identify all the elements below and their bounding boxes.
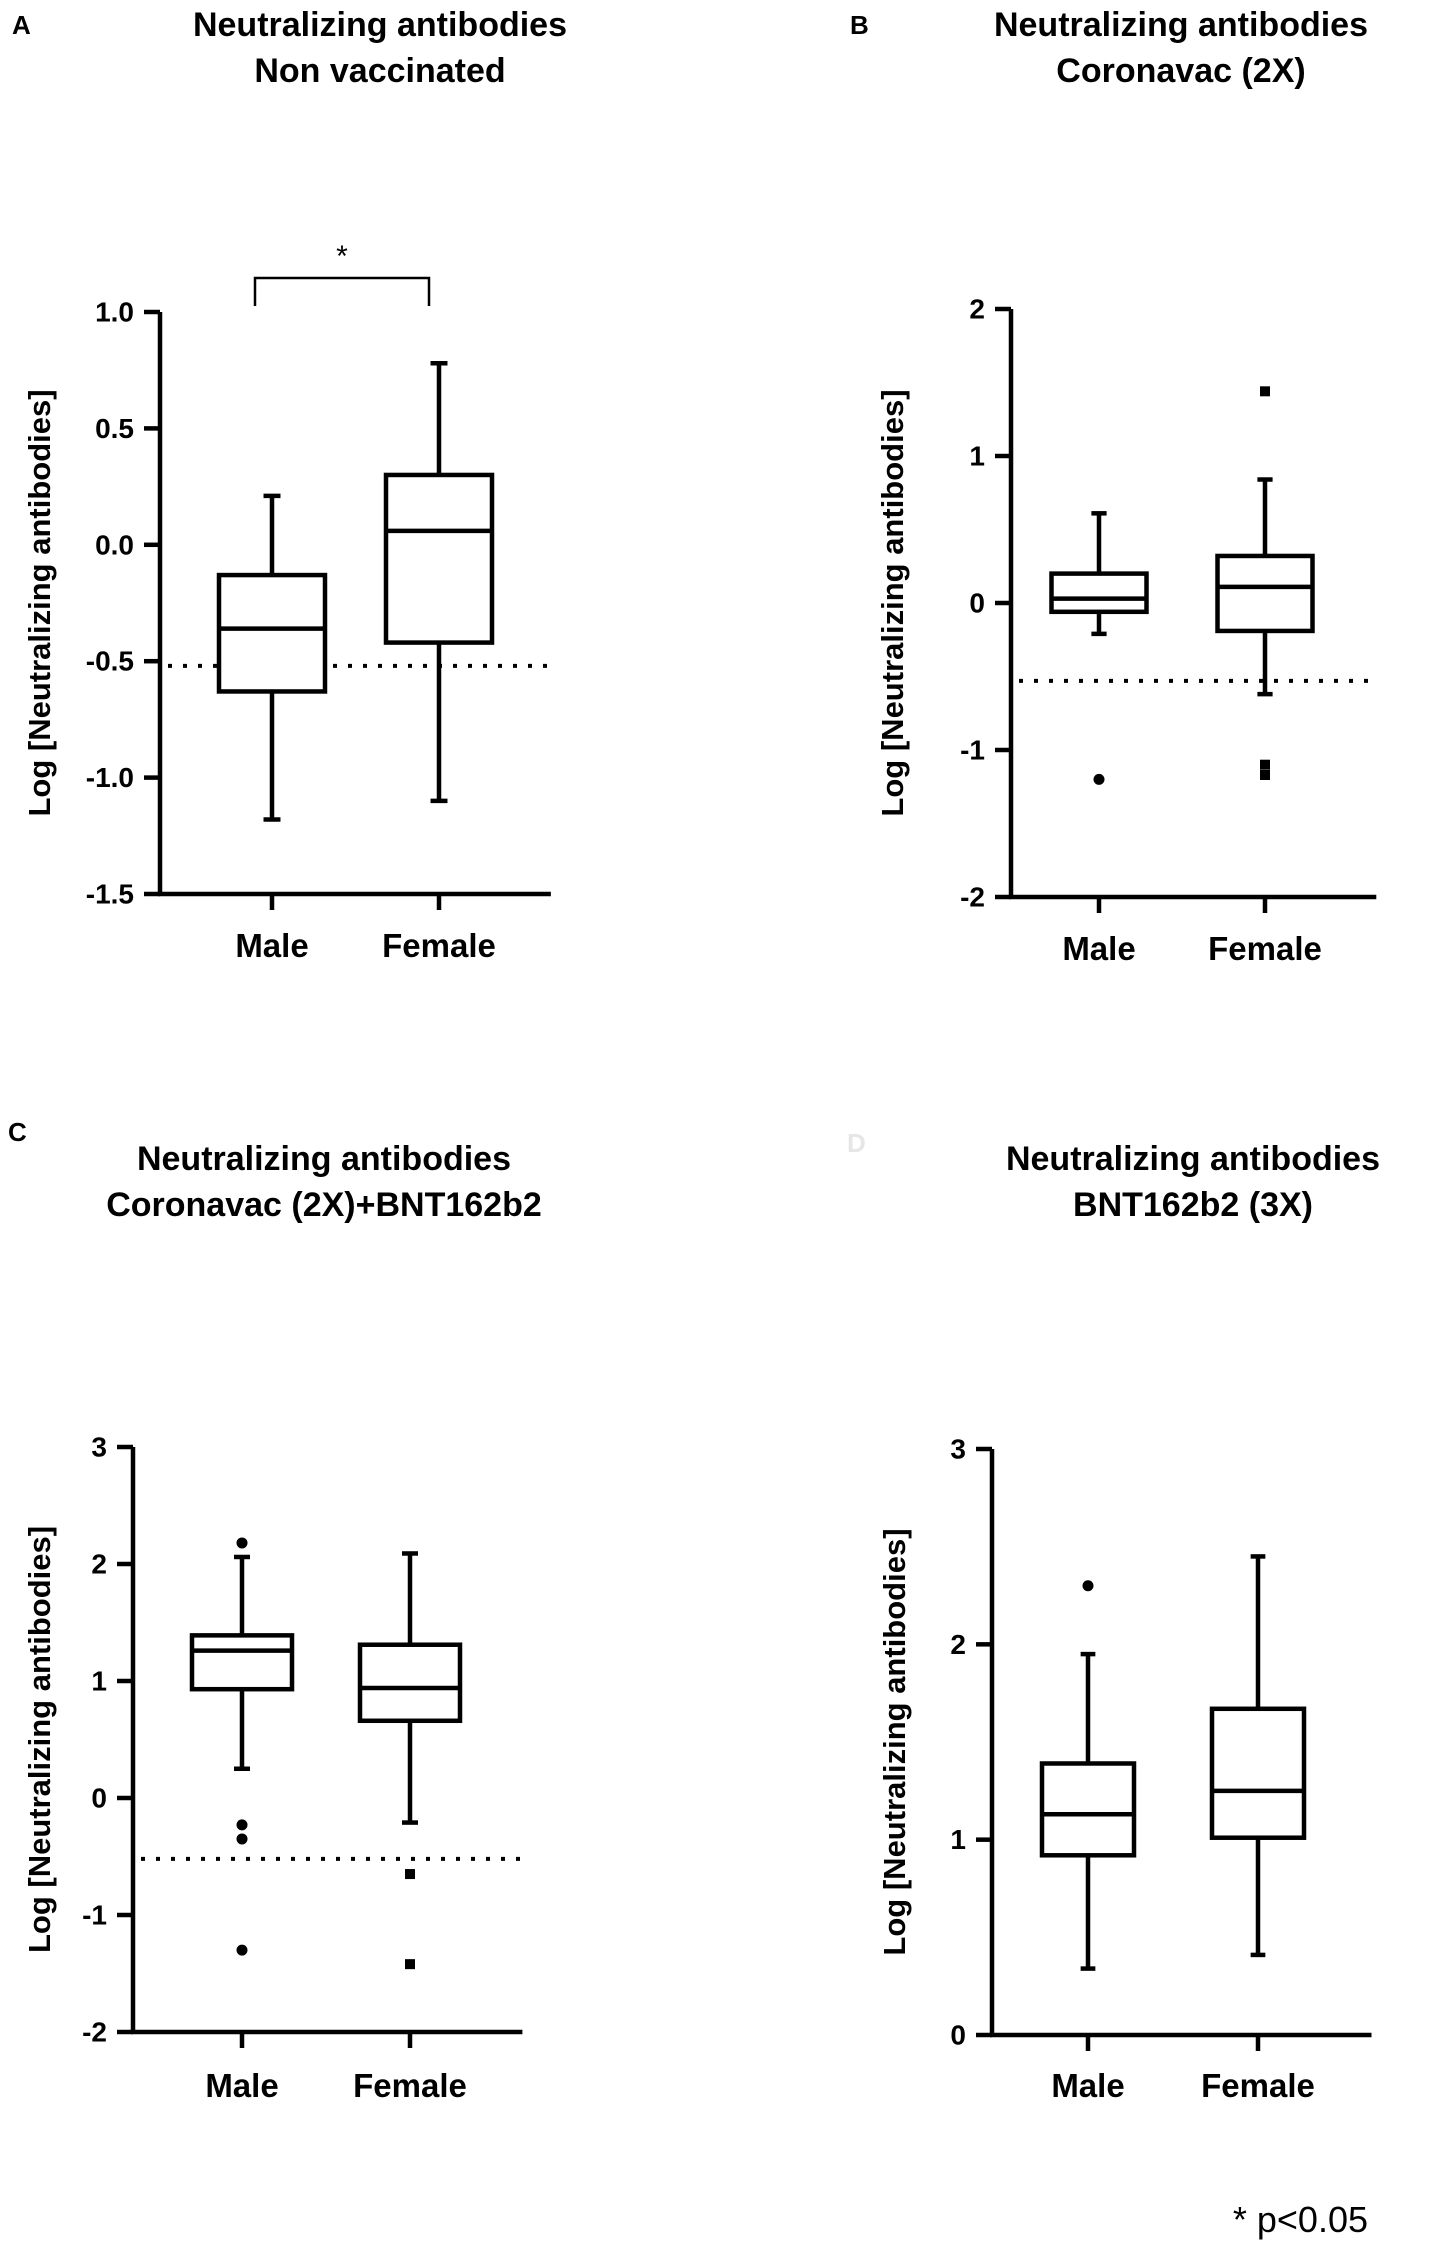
panel-b-title-line-1: Neutralizing antibodies: [994, 6, 1368, 44]
panel-letter-a: A: [12, 10, 31, 40]
panel-b-y-axis-label: Log [Neutralizing antibodies]: [875, 389, 910, 816]
panel-b: B Neutralizing antibodies Coronavac (2X) Lo…: [850, 6, 1378, 967]
panel-c-title-line-2: Coronavac (2X)+BNT162b2: [106, 1186, 542, 1224]
panel-a-y-axis-label: Log [Neutralizing antibodies]: [22, 389, 57, 816]
panel-b-x-label-male: Male: [1062, 930, 1135, 967]
iqr-box: [357, 1642, 463, 1724]
panel-d-y-tick-label: 1: [950, 1824, 966, 1855]
panel-d-y-axis-label: Log [Neutralizing antibodies]: [877, 1528, 912, 1955]
panel-letter-b: B: [850, 10, 869, 40]
panel-a-y-tick-label: -1.5: [86, 879, 134, 910]
outlier-point: [405, 1959, 415, 1970]
panel-letter-c: C: [8, 1117, 27, 1147]
outlier-point: [1260, 759, 1270, 770]
panel-d-box-male: [1039, 1580, 1137, 1971]
significance-footnote: * p<0.05: [1233, 2199, 1368, 2240]
panel-c-x-label-male: Male: [205, 2067, 278, 2104]
panel-a-x-label-male: Male: [235, 927, 308, 964]
panel-a: A Neutralizing antibodies Non vaccinated Lo…: [12, 6, 567, 964]
panel-c-y-tick-label: 3: [91, 1432, 107, 1463]
panel-a-title-line-1: Neutralizing antibodies: [193, 6, 567, 44]
panel-c-x-label-female: Female: [353, 2067, 467, 2104]
outlier-point: [1260, 769, 1270, 780]
panel-a-box-female: [383, 360, 495, 804]
panel-d-x-label-male: Male: [1051, 2067, 1124, 2104]
panel-a-significance-bracket: [253, 276, 431, 306]
panel-a-y-tick-label: 0.0: [95, 529, 134, 560]
panel-a-y-tick-label: 1.0: [95, 297, 134, 328]
iqr-box: [1209, 1706, 1307, 1840]
outlier-point: [405, 1869, 415, 1880]
iqr-box: [383, 472, 495, 645]
panel-d-y-tick-label: 0: [950, 2020, 966, 2051]
panel-b-x-label-female: Female: [1208, 930, 1322, 967]
iqr-box: [1049, 571, 1149, 615]
panel-b-box-male: [1049, 511, 1149, 785]
outlier-point: [236, 1944, 248, 1956]
panel-b-y-tick-label: -1: [960, 735, 985, 766]
iqr-box: [1039, 1761, 1137, 1858]
panel-b-y-tick-label: -2: [960, 882, 985, 913]
outlier-point: [1082, 1580, 1094, 1592]
panel-d-title-line-1: Neutralizing antibodies: [1006, 1140, 1380, 1178]
panel-d-box-female: [1209, 1554, 1307, 1958]
outlier-point: [1093, 773, 1105, 785]
panel-c-y-axis-label: Log [Neutralizing antibodies]: [22, 1526, 57, 1953]
panel-d-y-tick-label: 3: [950, 1434, 966, 1465]
panel-c-y-tick-label: 1: [91, 1666, 107, 1697]
panel-d: D Neutralizing antibodies BNT162b2 (3X) Log…: [847, 1128, 1380, 2104]
panel-c-title-line-1: Neutralizing antibodies: [137, 1140, 511, 1178]
panel-d-y-tick-label: 2: [950, 1629, 966, 1660]
panel-c-y-tick-label: -1: [82, 1900, 107, 1931]
panel-b-box-female: [1215, 386, 1315, 780]
outlier-point: [236, 1819, 248, 1831]
panel-a-y-tick-label: -1.0: [86, 762, 134, 793]
panel-b-y-tick-label: 0: [969, 588, 985, 619]
iqr-box: [216, 572, 328, 694]
panel-a-y-tick-label: 0.5: [95, 413, 134, 444]
outlier-point: [1260, 386, 1270, 397]
panel-letter-d: D: [847, 1128, 866, 1158]
panel-b-y-tick-label: 2: [969, 294, 985, 325]
panel-b-title-line-2: Coronavac (2X): [1056, 52, 1305, 90]
outlier-point: [236, 1833, 248, 1845]
panel-c-y-tick-label: 2: [91, 1549, 107, 1580]
panel-a-significance-label: *: [336, 240, 348, 273]
panel-c-y-tick-label: -2: [82, 2017, 107, 2048]
panel-d-x-label-female: Female: [1201, 2067, 1315, 2104]
iqr-box: [189, 1633, 295, 1692]
panel-c-y-tick-label: 0: [91, 1783, 107, 1814]
outlier-point: [236, 1537, 248, 1549]
panel-d-title-line-2: BNT162b2 (3X): [1073, 1186, 1313, 1224]
panel-c-box-male: [189, 1537, 295, 1956]
panel-c: C Neutralizing antibodies Coronavac (2X)+B…: [8, 1117, 542, 2104]
panel-a-box-male: [216, 493, 328, 822]
panels-group: A Neutralizing antibodies Non vaccinated Lo…: [8, 6, 1380, 2104]
panel-a-title-line-2: Non vaccinated: [254, 52, 505, 90]
panel-a-x-label-female: Female: [382, 927, 496, 964]
panel-a-y-tick-label: -0.5: [86, 646, 134, 677]
iqr-box: [1215, 553, 1315, 634]
panel-b-y-tick-label: 1: [969, 441, 985, 472]
panel-c-box-female: [357, 1551, 463, 1970]
